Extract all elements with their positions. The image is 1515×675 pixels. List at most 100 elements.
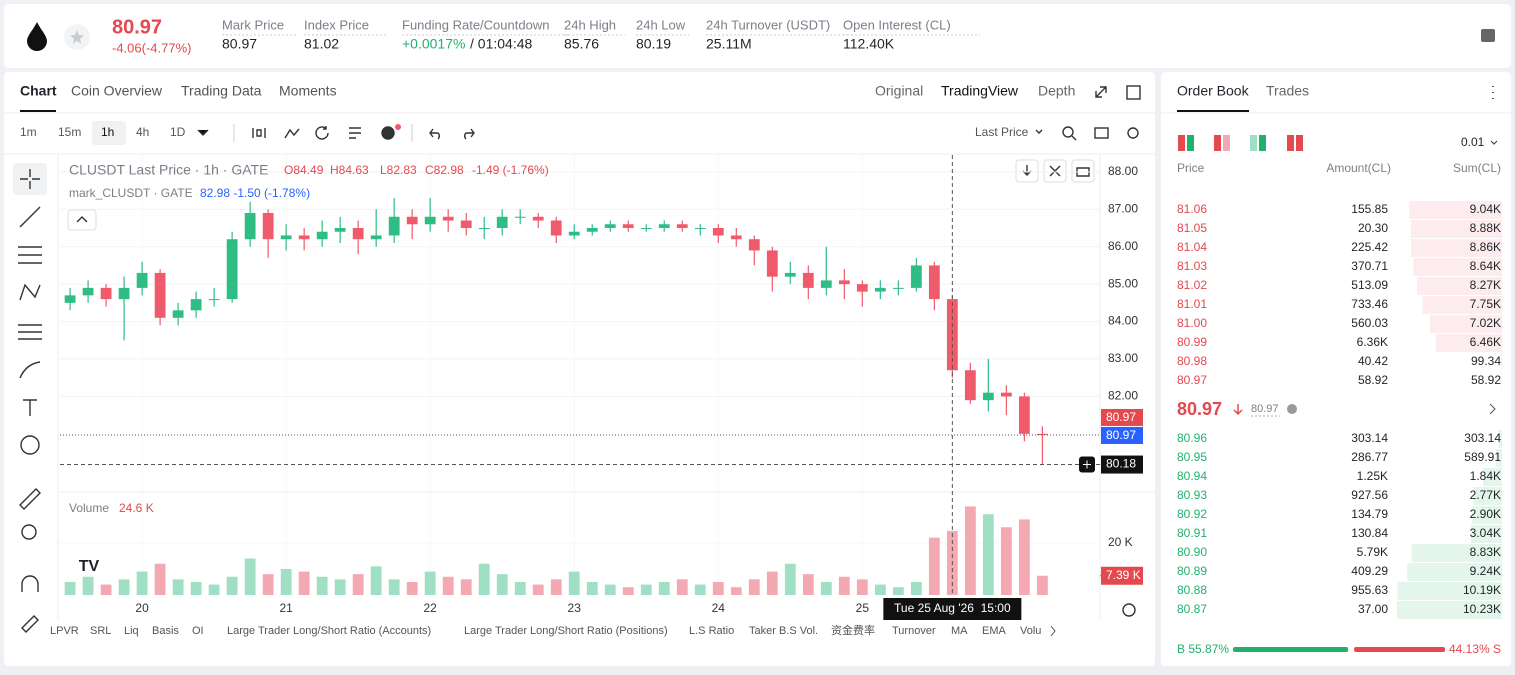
ob-price[interactable]: 81.04 <box>1177 240 1207 254</box>
interval-dropdown[interactable] <box>197 129 209 136</box>
view-tab[interactable]: Original <box>875 83 923 99</box>
book-icon[interactable] <box>1481 29 1495 42</box>
y-tick-label: 87.00 <box>1108 201 1138 215</box>
pattern-tool[interactable] <box>19 283 41 301</box>
indicator[interactable]: MA <box>951 625 968 637</box>
interval[interactable]: 1m <box>20 125 37 139</box>
indicator[interactable]: L.S Ratio <box>689 625 734 637</box>
indicator[interactable]: EMA <box>982 625 1007 637</box>
indicator[interactable]: Taker B.S Vol. <box>749 625 818 637</box>
text-tool[interactable] <box>23 399 37 416</box>
ob-price[interactable]: 80.95 <box>1177 450 1207 464</box>
ob-tab[interactable]: Order Book <box>1177 83 1250 99</box>
ob-amount: 286.77 <box>1351 450 1388 464</box>
indicator[interactable]: Basis <box>152 625 179 637</box>
ob-tab[interactable]: Trades <box>1266 83 1309 99</box>
ob-price[interactable]: 81.06 <box>1177 202 1207 216</box>
depth-mode[interactable] <box>1287 135 1294 151</box>
tool-active[interactable] <box>13 163 47 195</box>
interval[interactable]: 15m <box>58 125 81 139</box>
ob-price[interactable]: 80.90 <box>1177 545 1207 559</box>
ob-price[interactable]: 81.01 <box>1177 297 1207 311</box>
ob-price[interactable]: 80.92 <box>1177 507 1207 521</box>
interval[interactable]: 4h <box>136 125 149 139</box>
ob-amount: 955.63 <box>1351 583 1388 597</box>
ob-amount: 37.00 <box>1358 602 1388 616</box>
undo-icon[interactable] <box>429 128 440 140</box>
precision-dropdown[interactable] <box>1490 140 1498 145</box>
indicator[interactable]: 资金费率 <box>831 623 875 637</box>
indicator[interactable]: Large Trader Long/Short Ratio (Positions… <box>464 625 668 637</box>
chart-tab[interactable]: Chart <box>20 83 57 99</box>
edit-tool[interactable] <box>21 615 39 633</box>
shield-icon <box>1287 404 1297 414</box>
ob-price[interactable]: 81.03 <box>1177 259 1207 273</box>
dropdown-icon[interactable] <box>1035 129 1043 134</box>
ob-price[interactable]: 80.93 <box>1177 488 1207 502</box>
view-tab[interactable]: TradingView <box>941 83 1019 99</box>
view-tab[interactable]: Depth <box>1038 83 1075 99</box>
search-icon[interactable] <box>1062 126 1074 138</box>
measure-tool[interactable] <box>19 488 41 510</box>
ob-sum: 2.77K <box>1470 488 1501 502</box>
emoji-tool[interactable] <box>20 435 40 455</box>
redo-icon[interactable] <box>464 128 475 140</box>
indicator[interactable]: SRL <box>90 625 111 637</box>
depth-mode[interactable] <box>1214 135 1221 151</box>
indicator[interactable]: Volu <box>1020 625 1041 637</box>
candle-body <box>136 272 148 288</box>
ob-price[interactable]: 81.02 <box>1177 278 1207 292</box>
mid-more[interactable] <box>1489 403 1496 415</box>
add-icon[interactable] <box>381 126 395 140</box>
interval[interactable]: 1h <box>101 125 114 139</box>
ob-price[interactable]: 80.91 <box>1177 526 1207 540</box>
x-tick-label: 24 <box>712 601 726 615</box>
stat-value: 112.40K <box>843 36 895 52</box>
indicator[interactable]: Liq <box>124 625 139 637</box>
layout-icon[interactable] <box>1126 85 1141 100</box>
indicator[interactable]: OI <box>192 625 204 637</box>
ob-price[interactable]: 80.88 <box>1177 583 1207 597</box>
ob-price[interactable]: 80.96 <box>1177 431 1207 445</box>
interval[interactable]: 1D <box>170 125 186 139</box>
fib-tool[interactable] <box>18 324 42 340</box>
depth-mode[interactable] <box>1250 135 1257 151</box>
axis-settings[interactable] <box>1122 603 1136 617</box>
candle-body <box>946 299 958 371</box>
volume-bar <box>64 581 76 595</box>
ob-price[interactable]: 80.98 <box>1177 354 1207 368</box>
crosshair-tool[interactable] <box>20 169 40 189</box>
indicator[interactable]: Large Trader Long/Short Ratio (Accounts) <box>227 625 431 637</box>
ob-price[interactable]: 81.05 <box>1177 221 1207 235</box>
settings-icon[interactable] <box>1127 127 1139 139</box>
indicator-icon[interactable] <box>284 128 300 139</box>
zoom-tool[interactable] <box>21 524 37 540</box>
ob-price[interactable]: 80.94 <box>1177 469 1207 483</box>
more-indicators[interactable] <box>1050 625 1056 637</box>
replay-icon[interactable] <box>315 126 329 140</box>
ob-price[interactable]: 81.00 <box>1177 316 1207 330</box>
chart-tab[interactable]: Trading Data <box>181 83 262 99</box>
reset-button[interactable] <box>1071 159 1095 183</box>
indicator[interactable]: Turnover <box>892 625 936 637</box>
snapshot-icon[interactable] <box>1094 127 1109 139</box>
magnet-tool[interactable] <box>21 575 39 592</box>
ob-sum: 9.04K <box>1470 202 1501 216</box>
ob-price[interactable]: 80.97 <box>1177 373 1207 387</box>
candle-type-icon[interactable] <box>252 128 266 138</box>
indicator[interactable]: LPVR <box>50 625 79 637</box>
brush-tool[interactable] <box>19 361 41 379</box>
precision[interactable]: 0.01 <box>1461 135 1485 149</box>
channel-tool[interactable] <box>18 246 42 264</box>
fullscreen-icon[interactable] <box>1095 86 1107 98</box>
depth-mode[interactable] <box>1178 135 1185 151</box>
legend-toggle[interactable] <box>67 209 97 231</box>
ob-price[interactable]: 80.99 <box>1177 335 1207 349</box>
ob-price[interactable]: 80.89 <box>1177 564 1207 578</box>
price-source[interactable]: Last Price <box>975 125 1029 139</box>
line-tool[interactable] <box>19 206 41 228</box>
template-icon[interactable] <box>349 127 361 139</box>
chart-tab[interactable]: Coin Overview <box>71 83 163 99</box>
ob-price[interactable]: 80.87 <box>1177 602 1207 616</box>
chart-tab[interactable]: Moments <box>279 83 337 99</box>
